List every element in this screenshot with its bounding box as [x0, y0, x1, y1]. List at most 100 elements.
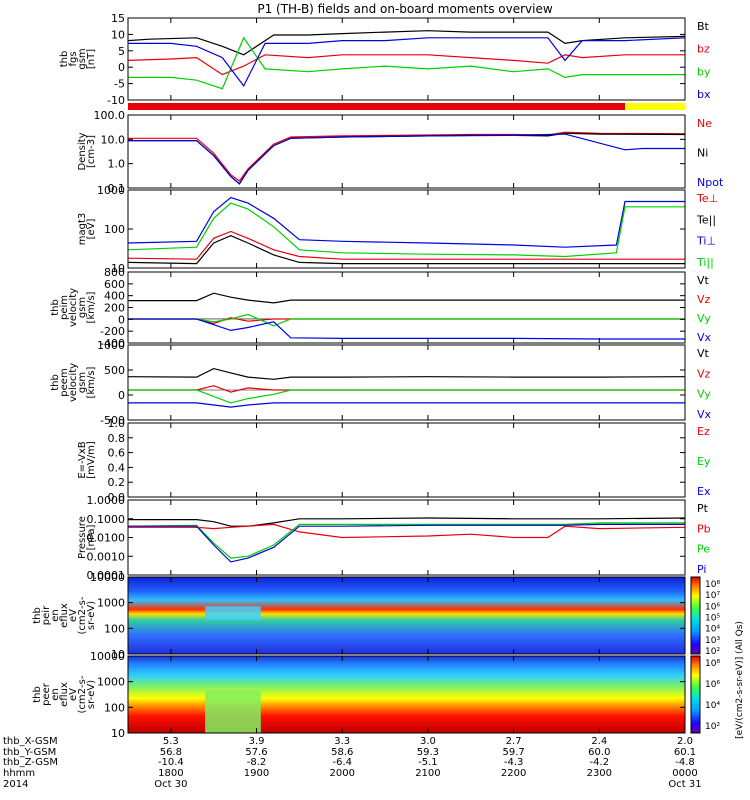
y-axis-label: sr-eV)	[86, 680, 97, 709]
y-tick-label: 1000	[97, 339, 125, 352]
y-axis-label: gsm	[77, 297, 88, 318]
x-axis-value: 2000	[330, 768, 355, 779]
colorbar-lower	[690, 655, 701, 734]
panel-background	[128, 18, 685, 100]
x-axis-value: Oct 31	[668, 779, 701, 790]
status-bar-segment	[625, 103, 685, 110]
y-axis-label: (cm2-s-	[77, 596, 88, 634]
legend-label: Vt	[697, 274, 710, 287]
colorbar-tick-label: 10²	[705, 722, 720, 732]
y-tick-label: 10000	[90, 571, 125, 584]
panel-background	[128, 345, 685, 420]
x-axis-value: 57.6	[245, 747, 267, 758]
x-axis-value: -4.2	[590, 757, 610, 768]
legend-label: Vx	[697, 408, 712, 421]
y-axis-label: eV	[68, 609, 79, 622]
panel-background	[128, 190, 685, 268]
y-tick-label: -200	[100, 325, 125, 338]
panel-frame	[127, 422, 686, 498]
series-line-temperature-1	[127, 235, 685, 265]
series-line-pressure-0	[128, 517, 686, 527]
legend-label: Vt	[697, 347, 710, 360]
y-axis-label: peir	[41, 605, 52, 625]
x-axis-value: 60.0	[588, 747, 610, 758]
y-tick-label: 0.0001	[87, 569, 126, 582]
colorbar-tick-label: 10⁴	[705, 701, 720, 711]
spectrogram-feature	[205, 606, 261, 621]
colorbar-tick-label: 10²	[705, 647, 720, 657]
x-axis-value: 59.3	[417, 747, 439, 758]
y-tick-label: 0	[118, 389, 125, 402]
y-axis-label: thb	[50, 374, 61, 391]
x-axis-row-label: 2014	[3, 779, 28, 790]
x-axis-value: 2200	[501, 768, 526, 779]
legend-label: by	[697, 65, 711, 78]
y-tick-label: 0.4	[108, 461, 126, 474]
legend-label: Ey	[697, 455, 711, 468]
colorbar-label: [eV/(cm2-s-sr-eV)] (All Qs)	[735, 621, 745, 739]
y-axis-label: en	[50, 688, 61, 701]
colorbar-upper	[690, 576, 701, 655]
y-axis-label: peer	[41, 682, 52, 706]
x-axis-value: -8.2	[247, 757, 267, 768]
series-line-temperature-3	[127, 202, 685, 258]
panel-temperature: 1000 100 10 magt3[eV] Te⊥ Te|| Ti⊥ Ti||	[77, 184, 718, 275]
y-tick-label: 0.8	[108, 432, 126, 445]
y-axis-label: Density	[77, 132, 88, 170]
y-tick-label: 1.0000	[87, 494, 126, 507]
y-tick-label: 0	[118, 313, 125, 326]
legend-label: Vy	[697, 312, 711, 325]
x-axis-value: 59.7	[502, 747, 524, 758]
legend-label: Vy	[697, 388, 711, 401]
x-axis-value: 3.9	[249, 736, 265, 747]
y-tick-label: 0	[118, 61, 125, 74]
series-line-peem_velocity-2	[128, 389, 685, 404]
y-tick-label: 10	[111, 262, 125, 275]
y-axis-label: eV	[68, 688, 79, 701]
panel-background	[128, 500, 685, 575]
y-tick-label: 5	[118, 45, 125, 58]
x-axis-value: 1900	[244, 768, 269, 779]
y-tick-label: 0.1	[108, 182, 126, 195]
panel-frame	[127, 17, 686, 101]
y-tick-label: 1.0	[108, 158, 126, 171]
series-line-fgs-0	[127, 30, 686, 56]
panel-background	[128, 115, 685, 188]
legend-label: Ti⊥	[696, 235, 716, 248]
legend-label: Pi	[697, 563, 706, 576]
y-axis-label: en	[50, 609, 61, 622]
y-axis-label: [km/s]	[86, 291, 97, 323]
colorbar-tick-label: 10⁶	[705, 602, 720, 612]
legend-label: Te⊥	[696, 192, 718, 205]
y-axis-label: gsm	[77, 48, 88, 69]
series-line-pressure-3	[128, 523, 685, 563]
series-line-peem_velocity-0	[127, 367, 686, 380]
legend-label: Ti||	[696, 256, 714, 269]
x-axis-value: 2100	[415, 768, 440, 779]
y-axis-label: thb	[32, 686, 43, 703]
status-bar-segment	[128, 103, 626, 110]
y-axis-label: eflux	[59, 682, 70, 707]
y-tick-label: 100	[104, 223, 125, 236]
y-axis-label: sr-eV)	[86, 601, 97, 630]
y-axis-label: velocity	[68, 363, 79, 402]
legend-label: Ne	[697, 117, 712, 130]
y-axis-label: [nPa]	[86, 524, 97, 550]
x-axis-row-label: hhmm	[3, 768, 35, 779]
y-tick-label: 200	[104, 302, 125, 315]
y-axis-label: Pressure	[77, 516, 88, 559]
legend-label: Pe	[697, 543, 710, 556]
panel-background	[128, 423, 685, 497]
panel-density: 100.0 10.0 1.0 0.1 Density[cm-3] Ne Ni Npot	[77, 109, 724, 195]
series-line-density-0	[128, 131, 686, 182]
x-axis-value: 2300	[587, 768, 612, 779]
y-tick-label: 800	[104, 266, 125, 279]
y-axis-label: [km/s]	[86, 366, 97, 398]
series-line-pressure-2	[127, 522, 685, 559]
y-axis-label: peem	[59, 368, 70, 396]
y-tick-label: 0.0	[108, 491, 126, 504]
series-line-density-2	[128, 133, 685, 185]
y-tick-label: 1000	[97, 597, 125, 610]
legend-label: bz	[697, 43, 710, 56]
